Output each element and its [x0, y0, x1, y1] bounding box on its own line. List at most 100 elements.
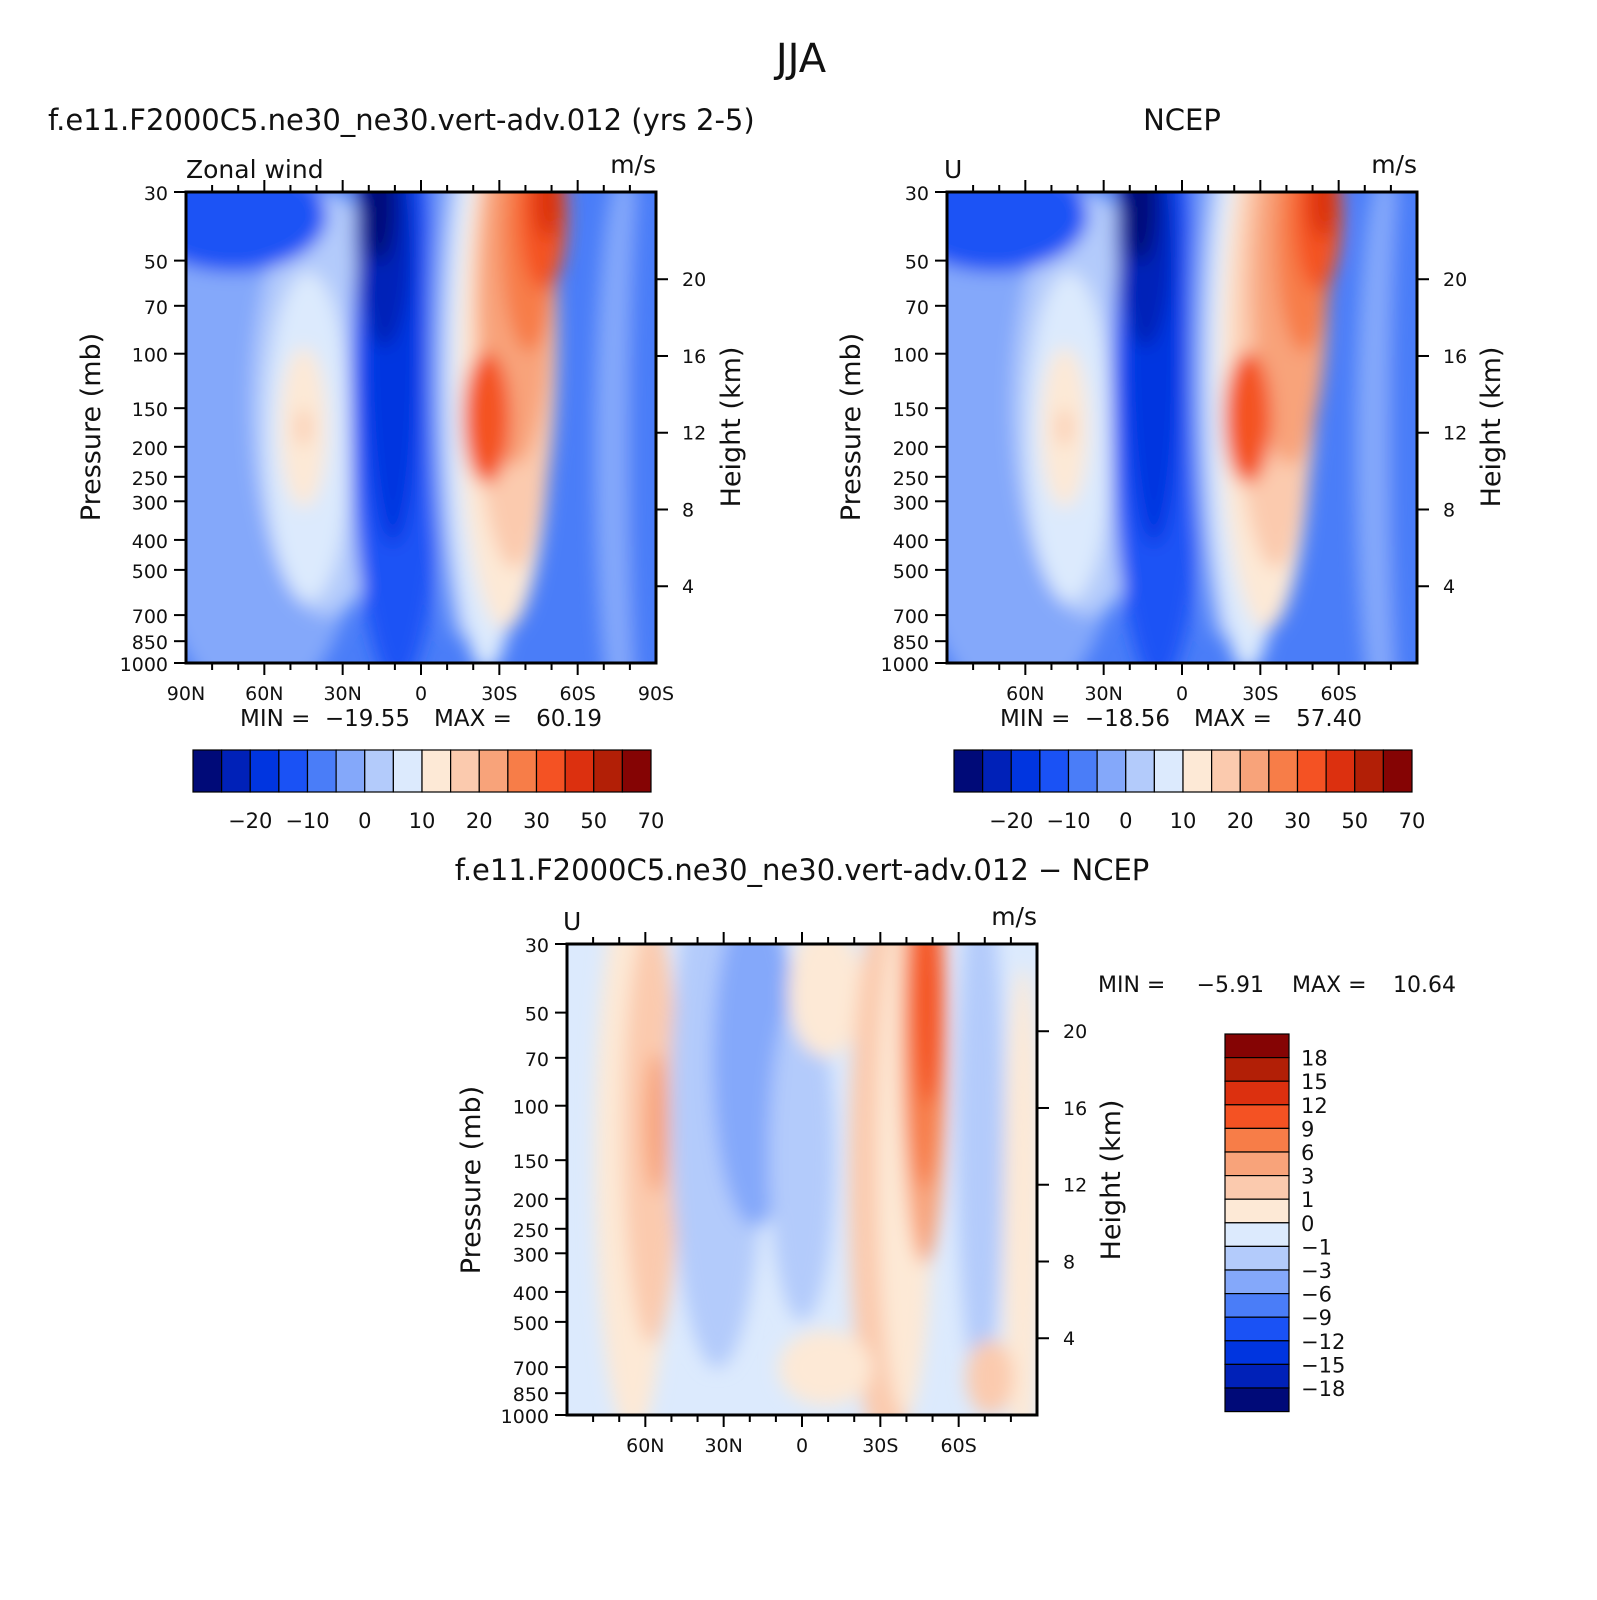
colorbar-label: 30 [523, 809, 550, 833]
y-right-tick-label: 20 [682, 269, 706, 291]
x-tick-label: 60S [560, 683, 596, 705]
panel-ncep-left-string: U [944, 155, 962, 184]
y-tick-label: 400 [893, 531, 929, 553]
panel-diff: f.e11.F2000C5.ne30_ne30.vert-adv.012 − N… [455, 853, 1456, 1457]
colorbar-label: 10 [409, 809, 436, 833]
y-right-tick-label: 4 [1443, 576, 1455, 598]
y-tick-label: 300 [893, 492, 929, 514]
colorbar-box [1224, 1245, 1290, 1271]
colorbar-box [1296, 749, 1327, 793]
colorbar-box [1354, 749, 1384, 793]
contour-region [1004, 967, 1037, 1415]
panel-model-left-string: Zonal wind [186, 155, 324, 184]
y-tick-label: 300 [513, 1244, 549, 1266]
panel-model-ylabel-right: Height (km) [716, 347, 747, 508]
colorbar-box [1096, 749, 1127, 793]
contour-region [778, 1330, 873, 1406]
x-tick-label: 30N [1084, 683, 1122, 705]
colorbar-label: −9 [1301, 1306, 1332, 1330]
panel-diff-min-label: MIN = [1098, 973, 1165, 998]
colorbar-label: 15 [1301, 1070, 1328, 1094]
colorbar-box [392, 749, 423, 793]
x-tick-label: 30N [704, 1435, 742, 1457]
colorbar-box [364, 749, 394, 793]
contour-region [1388, 192, 1417, 663]
colorbar-box [306, 749, 337, 793]
colorbar-box [953, 749, 984, 793]
panel-diff-ylabel-right: Height (km) [1096, 1100, 1127, 1261]
colorbar-box [221, 749, 251, 793]
colorbar-box [1325, 749, 1356, 793]
y-tick-label: 200 [132, 438, 168, 460]
y-tick-label: 30 [144, 183, 168, 205]
colorbar-label: −15 [1301, 1353, 1345, 1377]
y-right-tick-label: 8 [1443, 499, 1455, 521]
y-tick-label: 70 [144, 297, 168, 319]
colorbar-box [450, 749, 480, 793]
y-right-tick-label: 12 [682, 423, 706, 445]
contour-region [957, 944, 1005, 1392]
y-tick-label: 150 [513, 1151, 549, 1173]
colorbar-label: −6 [1301, 1283, 1332, 1307]
colorbar-box [1224, 1056, 1290, 1082]
panel-diff-min-value: −5.91 [1197, 973, 1264, 998]
y-tick-label: 400 [513, 1283, 549, 1305]
y-tick-label: 850 [893, 632, 929, 654]
colorbar-label: 9 [1301, 1117, 1314, 1141]
y-tick-label: 100 [893, 345, 929, 367]
y-tick-label: 850 [132, 632, 168, 654]
y-tick-label: 150 [132, 399, 168, 421]
y-right-tick-label: 16 [1063, 1098, 1087, 1120]
x-tick-label: 0 [415, 683, 427, 705]
contour-region [362, 192, 396, 263]
figure-title: JJA [773, 36, 827, 82]
colorbar-label: 1 [1301, 1188, 1314, 1212]
colorbar-box [1039, 749, 1070, 793]
y-tick-label: 100 [132, 345, 168, 367]
panel-diff-title: f.e11.F2000C5.ne30_ne30.vert-adv.012 − N… [455, 853, 1150, 887]
panel-model-colorbar: −20 −10 0 10 20 30 50 70 [192, 749, 664, 833]
panel-ncep-max-label: MAX = [1194, 706, 1272, 732]
y-right-tick-label: 8 [1063, 1251, 1075, 1273]
colorbar-box [335, 749, 366, 793]
x-tick-label: 60S [941, 1435, 977, 1457]
colorbar-box [421, 749, 452, 793]
panel-ncep-title: NCEP [1143, 103, 1221, 137]
colorbar-box [1224, 1387, 1290, 1413]
x-tick-label: 0 [796, 1435, 808, 1457]
panel-model: f.e11.F2000C5.ne30_ne30.vert-adv.012 (yr… [48, 103, 755, 833]
colorbar-label: 0 [358, 809, 371, 833]
y-tick-label: 400 [132, 531, 168, 553]
x-tick-label: 60N [245, 683, 283, 705]
x-tick-label: 90S [638, 683, 674, 705]
y-tick-label: 1000 [881, 654, 929, 676]
y-tick-label: 300 [132, 492, 168, 514]
panel-ncep-max-value: 57.40 [1296, 706, 1362, 732]
panel-diff-units: m/s [991, 902, 1037, 931]
y-right-tick-label: 16 [682, 346, 706, 368]
colorbar-box [1224, 1198, 1290, 1224]
colorbar-box [1067, 749, 1098, 793]
y-tick-label: 500 [893, 561, 929, 583]
contour-region [463, 352, 511, 485]
y-right-tick-label: 12 [1063, 1175, 1087, 1197]
contour-region [787, 944, 864, 1058]
panel-model-max-label: MAX = [434, 706, 512, 732]
colorbar-label: 6 [1301, 1141, 1314, 1165]
x-tick-label: 30S [481, 683, 517, 705]
colorbar-label: 0 [1301, 1212, 1314, 1236]
y-tick-label: 250 [513, 1220, 549, 1242]
colorbar-label: 20 [1227, 809, 1254, 833]
panel-ncep-units: m/s [1371, 150, 1417, 179]
panel-model-max-value: 60.19 [536, 706, 602, 732]
colorbar-box [1224, 1292, 1290, 1318]
contour-region [644, 1052, 669, 1194]
colorbar-label: −10 [1046, 809, 1090, 833]
colorbar-box [1224, 1151, 1290, 1177]
y-tick-label: 50 [905, 252, 929, 274]
y-right-tick-label: 12 [1443, 423, 1467, 445]
colorbar-label: −20 [989, 809, 1033, 833]
colorbar-label: −12 [1301, 1330, 1345, 1354]
